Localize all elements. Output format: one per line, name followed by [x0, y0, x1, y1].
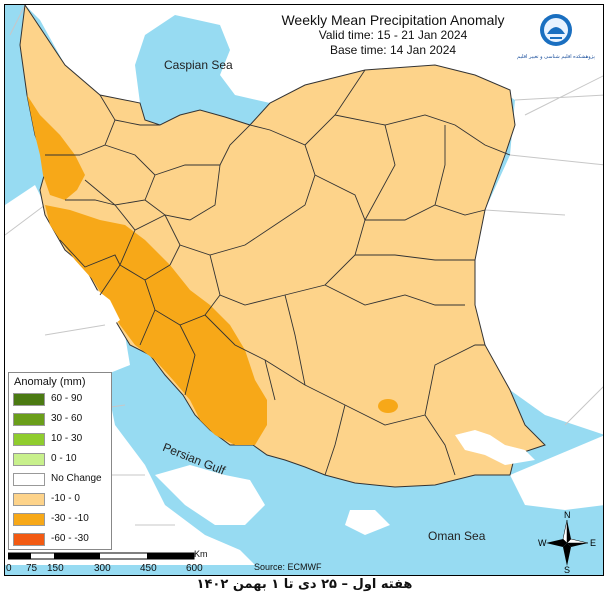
- scale-bar: [8, 552, 195, 560]
- compass-rose: N S W E: [538, 510, 597, 575]
- legend-swatch: [13, 453, 45, 466]
- scale-tick-label: 75: [26, 563, 38, 574]
- no-change-patch-southeast: [455, 430, 535, 465]
- caspian-sea-label: Caspian Sea: [164, 58, 233, 72]
- institute-logo: پژوهشکده اقلیم شناسی و تغییر اقلیم: [517, 10, 595, 66]
- legend-label: 10 - 30: [51, 433, 83, 444]
- legend-item: -60 - -30: [13, 533, 111, 548]
- legend-swatch: [13, 413, 45, 426]
- legend-label: -10 - 0: [51, 493, 80, 504]
- data-source: Source: ECMWF: [254, 562, 322, 572]
- province-borders: [45, 69, 511, 476]
- scale-tick-label: 600: [186, 563, 203, 574]
- legend-swatch: [13, 493, 45, 506]
- base-time: Base time: 14 Jan 2024: [329, 43, 457, 57]
- anomaly-band-zagros: [45, 205, 267, 445]
- scale-tick-label: 300: [94, 563, 111, 574]
- compass-w: W: [538, 538, 547, 548]
- scale-tick-label: 450: [140, 563, 157, 574]
- legend-item: No Change: [13, 473, 111, 488]
- compass-n: N: [564, 510, 571, 520]
- legend-item: 0 - 10: [13, 453, 111, 468]
- scale-tick-label: 0: [6, 563, 12, 574]
- scale-unit: Km: [194, 549, 208, 559]
- no-change-patch-west: [97, 290, 120, 325]
- legend-swatch: [13, 473, 45, 486]
- anomaly-band-northwest: [27, 95, 85, 200]
- anomaly-spot-south: [378, 399, 398, 413]
- logo-text: پژوهشکده اقلیم شناسی و تغییر اقلیم: [517, 54, 595, 60]
- legend-label: 60 - 90: [51, 393, 83, 404]
- legend-item: -10 - 0: [13, 493, 111, 508]
- valid-time: Valid time: 15 - 21 Jan 2024: [318, 28, 468, 42]
- oman-sea-label: Oman Sea: [428, 529, 486, 543]
- iran-land: [19, 5, 546, 488]
- legend-label: 0 - 10: [51, 453, 77, 464]
- legend-swatch: [13, 513, 45, 526]
- legend-swatch: [13, 393, 45, 406]
- neighbor-land-southeast: [510, 435, 603, 510]
- legend-swatch: [13, 433, 45, 446]
- title-block: Weekly Mean Precipitation Anomaly Valid …: [262, 12, 524, 58]
- neighbor-land-arabia: [155, 465, 265, 525]
- legend-item: 10 - 30: [13, 433, 111, 448]
- compass-e: E: [590, 538, 597, 548]
- legend-label: 30 - 60: [51, 413, 83, 424]
- compass-s: S: [564, 565, 571, 575]
- scale-tick-label: 150: [47, 563, 64, 574]
- legend-label: No Change: [51, 473, 102, 484]
- legend-item: 60 - 90: [13, 393, 111, 408]
- week-caption: هفته اول – ۲۵ دی تا ۱ بهمن ۱۴۰۲: [196, 577, 413, 592]
- legend-swatch: [13, 533, 45, 546]
- legend-label: -30 - -10: [51, 513, 89, 524]
- legend-label: -60 - -30: [51, 533, 89, 544]
- legend: Anomaly (mm) 60 - 90 30 - 60 10 - 30 0 -…: [8, 372, 112, 550]
- map-title: Weekly Mean Precipitation Anomaly: [281, 12, 505, 28]
- legend-item: -30 - -10: [13, 513, 111, 528]
- neighbor-land-oman: [345, 510, 390, 535]
- legend-title: Anomaly (mm): [14, 376, 86, 388]
- legend-item: 30 - 60: [13, 413, 111, 428]
